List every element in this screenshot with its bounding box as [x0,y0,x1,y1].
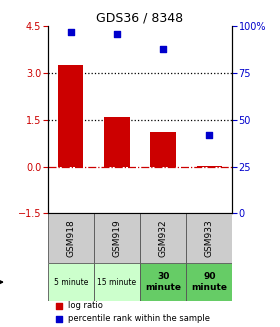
Bar [48,263,94,301]
Text: 15 minute: 15 minute [97,278,136,286]
Bar [197,166,222,167]
Point [207,132,212,137]
Bar [186,263,232,301]
Title: GDS36 / 8348: GDS36 / 8348 [96,12,184,25]
Bar [150,132,176,167]
Point [115,31,119,36]
Text: log ratio: log ratio [68,301,103,310]
Bar [140,214,186,263]
Text: GSM918: GSM918 [66,219,75,257]
Text: GSM919: GSM919 [112,219,122,257]
Bar [58,65,83,167]
Point [161,46,165,51]
Text: GSM932: GSM932 [158,220,168,257]
Bar [186,214,232,263]
Bar [94,263,140,301]
Point [57,316,61,321]
Bar [104,117,130,167]
Bar [94,214,140,263]
Text: 5 minute: 5 minute [53,278,88,286]
Bar [48,214,94,263]
Bar [140,263,186,301]
Point [57,303,61,308]
Point [68,29,73,34]
Text: 30
minute: 30 minute [145,272,181,292]
Text: GSM933: GSM933 [205,219,214,257]
Text: percentile rank within the sample: percentile rank within the sample [68,314,210,323]
Text: 90
minute: 90 minute [191,272,227,292]
